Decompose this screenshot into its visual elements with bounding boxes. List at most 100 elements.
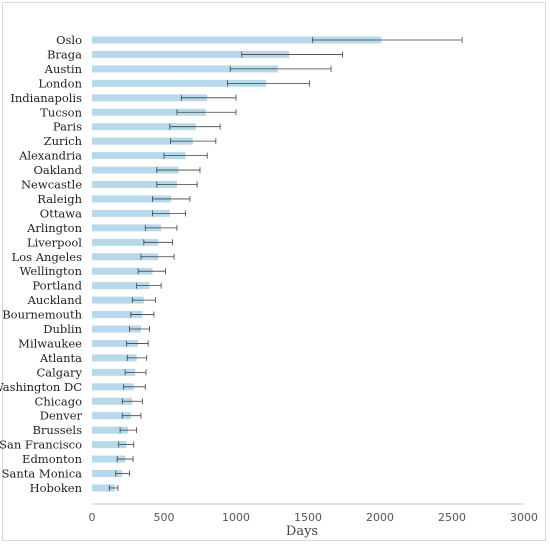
category-label: Ottawa	[40, 206, 82, 220]
error-bar	[108, 484, 119, 491]
category-label: Oakland	[33, 163, 82, 177]
error-bar	[130, 311, 155, 318]
bar	[92, 137, 193, 145]
bar	[92, 50, 290, 58]
bar	[92, 166, 179, 174]
bar	[92, 455, 126, 463]
category-label: Santa Monica	[2, 467, 82, 481]
x-tick-label: 0	[89, 511, 96, 524]
bar	[92, 253, 159, 261]
category-label: Hoboken	[30, 481, 83, 495]
error-bar	[131, 297, 156, 304]
category-label: Austin	[44, 62, 83, 76]
category-label: Brussels	[32, 423, 82, 437]
error-bar	[118, 441, 135, 448]
bar	[92, 441, 127, 449]
category-label: Bournemouth	[2, 308, 82, 322]
error-bars-layer	[108, 37, 463, 491]
bar	[92, 94, 208, 102]
bar	[92, 195, 172, 203]
bar	[92, 368, 136, 376]
category-label: Atlanta	[39, 351, 82, 365]
category-label: London	[38, 76, 82, 90]
error-bar	[226, 80, 310, 87]
bar	[92, 36, 382, 44]
bar	[92, 325, 141, 333]
error-bar	[126, 340, 149, 347]
bar	[92, 339, 139, 347]
error-bar	[126, 354, 148, 361]
bar	[92, 238, 159, 246]
error-bar	[121, 412, 142, 419]
bar	[92, 426, 128, 434]
error-bar	[119, 427, 138, 434]
category-label: Raleigh	[37, 192, 82, 206]
category-label: Dublin	[43, 322, 82, 336]
category-label: Braga	[47, 47, 82, 61]
category-label: Newcastle	[21, 178, 82, 192]
category-label: San Francisco	[0, 438, 82, 452]
error-bar	[169, 123, 221, 130]
bar	[92, 397, 133, 405]
bar	[92, 65, 278, 73]
bar	[92, 296, 144, 304]
category-label: Portland	[32, 279, 82, 293]
error-bar	[144, 224, 178, 231]
x-axis-title: Days	[286, 524, 318, 539]
error-bar	[180, 94, 237, 101]
bar	[92, 209, 170, 217]
category-label: Wellington	[20, 264, 83, 278]
bar	[92, 412, 131, 420]
x-tick-label: 1500	[294, 511, 322, 524]
x-tick-labels: 0 500 1000 1500 2000 2500 3000	[89, 511, 539, 524]
category-label: Zurich	[44, 134, 83, 148]
error-bar	[241, 51, 343, 58]
x-tick-label: 1000	[222, 511, 250, 524]
error-bar	[121, 398, 143, 405]
bar	[92, 79, 267, 87]
category-label: Alexandria	[18, 149, 82, 163]
bar	[92, 383, 134, 391]
error-bar	[124, 369, 147, 376]
error-bar	[140, 253, 175, 260]
category-label: Denver	[40, 409, 83, 423]
bar	[92, 108, 206, 116]
x-tick-label: 3000	[510, 511, 538, 524]
error-bar	[156, 181, 198, 188]
bar	[92, 267, 153, 275]
error-bar	[176, 109, 237, 116]
bar	[92, 470, 123, 477]
category-label: Milwaukee	[18, 336, 82, 350]
bars-layer	[92, 36, 382, 492]
category-label: Chicago	[35, 394, 83, 408]
error-bar	[156, 167, 201, 174]
error-bar	[137, 268, 166, 275]
error-bar	[123, 383, 146, 390]
error-bar	[170, 138, 217, 145]
category-label: Auckland	[27, 293, 83, 307]
x-tick-label: 2500	[438, 511, 466, 524]
bar	[92, 311, 143, 319]
x-tick-label: 2000	[366, 511, 394, 524]
error-bar	[129, 326, 151, 332]
category-label: Tucson	[40, 105, 82, 119]
bar	[92, 484, 116, 492]
error-bar	[116, 456, 134, 463]
category-label: Washington DC	[0, 380, 82, 394]
category-label: Los Angeles	[12, 250, 82, 264]
category-label: Indianapolis	[10, 91, 82, 105]
error-bar	[152, 195, 191, 202]
error-bar	[311, 37, 463, 43]
error-bar	[152, 210, 187, 217]
error-bar	[136, 282, 162, 289]
error-bar	[115, 470, 130, 477]
category-label: Paris	[53, 120, 82, 134]
error-bar	[163, 152, 208, 159]
bar	[92, 354, 137, 362]
category-label: Oslo	[56, 33, 82, 47]
category-label: Calgary	[36, 365, 82, 379]
category-label: Arlington	[26, 221, 82, 235]
error-bar	[229, 65, 332, 72]
bar	[92, 152, 186, 160]
